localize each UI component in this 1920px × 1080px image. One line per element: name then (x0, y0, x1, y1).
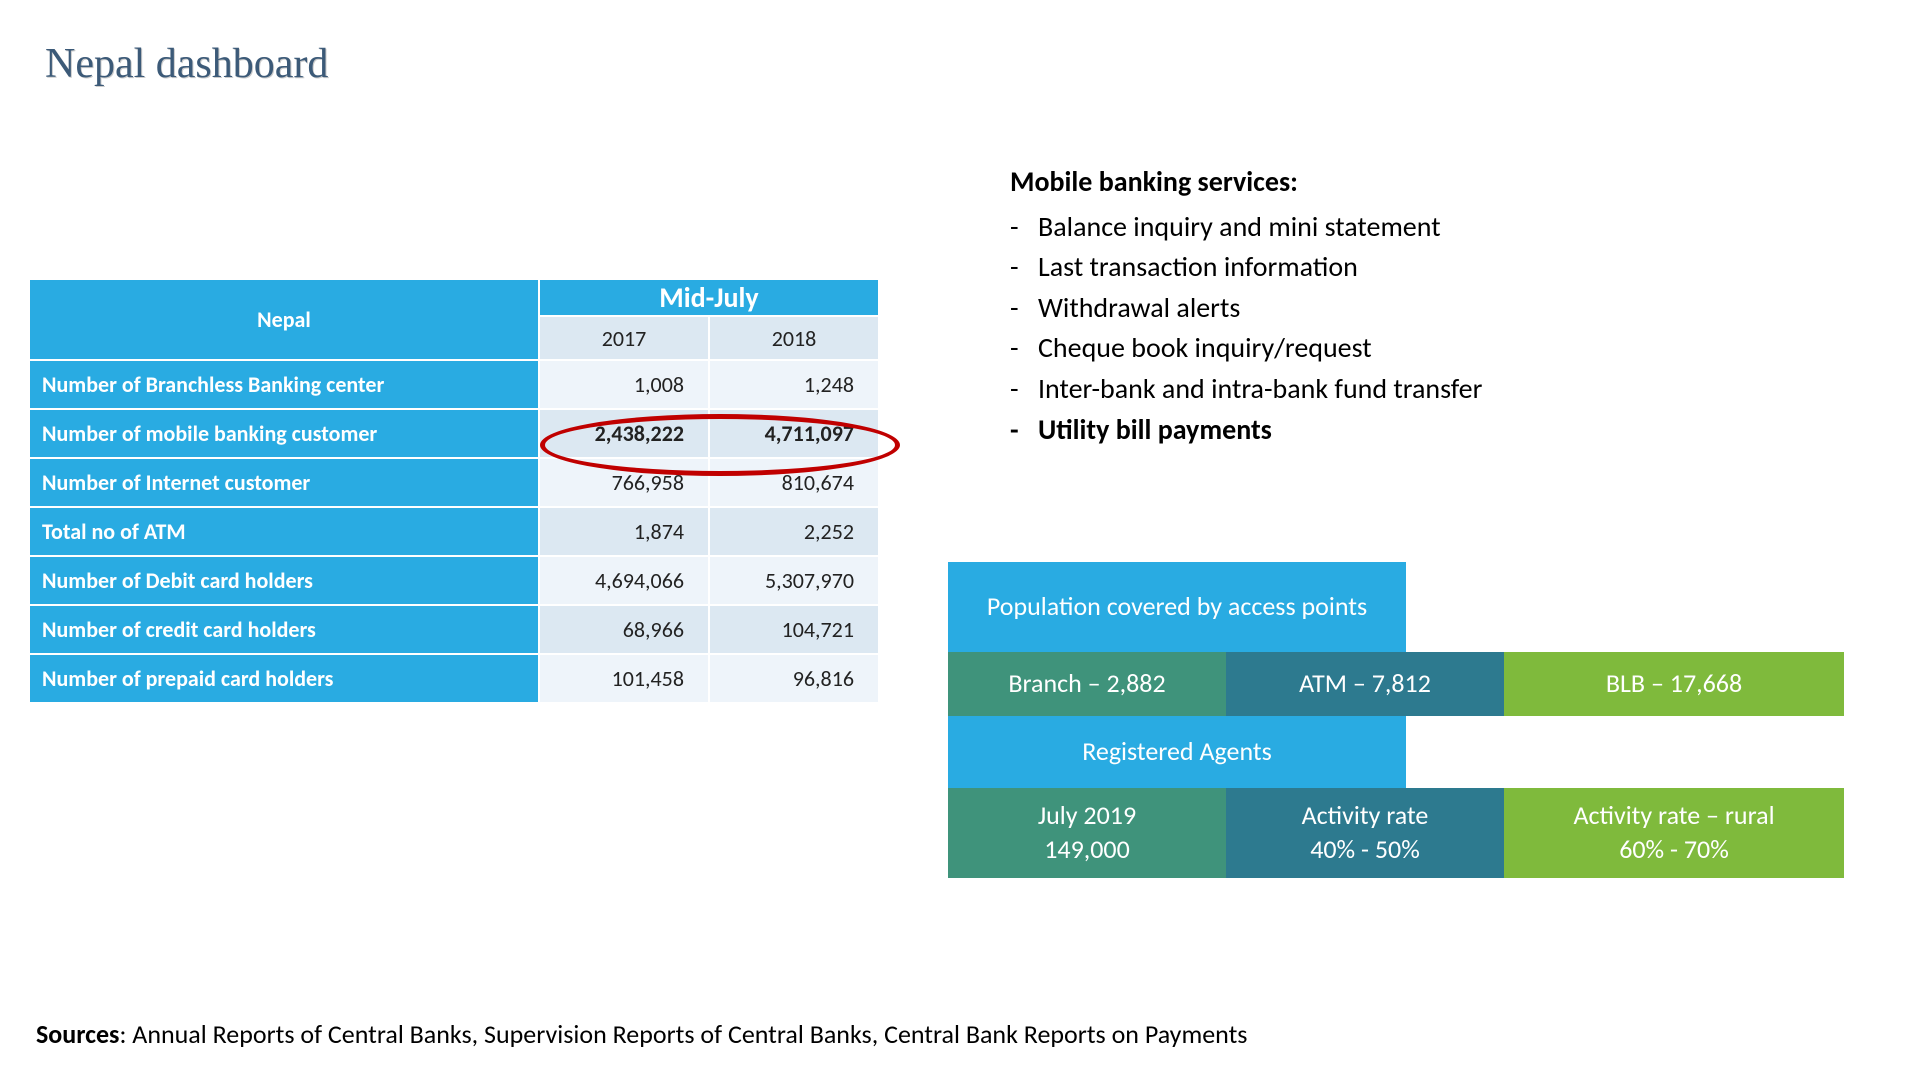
table-row: Number of credit card holders68,966104,7… (29, 605, 879, 654)
cell-value: 2,438,222 (539, 409, 709, 458)
service-item: Cheque book inquiry/request (1038, 328, 1482, 369)
table-row: Number of Internet customer766,958810,67… (29, 458, 879, 507)
row-label: Number of mobile banking customer (29, 409, 539, 458)
service-item: Utility bill payments (1038, 410, 1482, 451)
cell-value: 101,458 (539, 654, 709, 703)
row-label: Number of credit card holders (29, 605, 539, 654)
row-label: Number of Branchless Banking center (29, 360, 539, 409)
service-item: Balance inquiry and mini statement (1038, 207, 1482, 248)
table-period-header: Mid-July (539, 279, 879, 316)
year-col-0: 2017 (539, 316, 709, 360)
cell-value: 1,248 (709, 360, 879, 409)
cell-value: 1,874 (539, 507, 709, 556)
access-cell: Activity rate 40% - 50% (1226, 788, 1504, 878)
cell-value: 766,958 (539, 458, 709, 507)
service-item: Withdrawal alerts (1038, 288, 1482, 329)
access-cell: Branch – 2,882 (948, 652, 1226, 716)
table-corner: Nepal (29, 279, 539, 360)
sources-text: : Annual Reports of Central Banks, Super… (119, 1018, 1247, 1050)
cell-value: 96,816 (709, 654, 879, 703)
sources-line: Sources: Annual Reports of Central Banks… (36, 1018, 1247, 1050)
access-boxes: Population covered by access points Bran… (948, 562, 1844, 878)
access-cell: Activity rate – rural 60% - 70% (1504, 788, 1844, 878)
access-header-population: Population covered by access points (948, 562, 1406, 652)
service-item: Last transaction information (1038, 247, 1482, 288)
service-item: Inter-bank and intra-bank fund transfer (1038, 369, 1482, 410)
cell-value: 810,674 (709, 458, 879, 507)
sources-label: Sources (36, 1018, 119, 1050)
row-label: Total no of ATM (29, 507, 539, 556)
nepal-data-table: Nepal Mid-July 2017 2018 Number of Branc… (28, 278, 880, 704)
table-row: Number of prepaid card holders101,45896,… (29, 654, 879, 703)
services-heading: Mobile banking services: (1010, 162, 1482, 203)
cell-value: 104,721 (709, 605, 879, 654)
cell-value: 68,966 (539, 605, 709, 654)
access-cell: ATM – 7,812 (1226, 652, 1504, 716)
access-cell: July 2019 149,000 (948, 788, 1226, 878)
page-title: Nepal dashboard (45, 40, 328, 88)
cell-value: 4,694,066 (539, 556, 709, 605)
cell-value: 1,008 (539, 360, 709, 409)
row-label: Number of Internet customer (29, 458, 539, 507)
table-row: Number of Branchless Banking center1,008… (29, 360, 879, 409)
cell-value: 5,307,970 (709, 556, 879, 605)
row-label: Number of prepaid card holders (29, 654, 539, 703)
table-row: Total no of ATM1,8742,252 (29, 507, 879, 556)
access-cell: BLB – 17,668 (1504, 652, 1844, 716)
year-col-1: 2018 (709, 316, 879, 360)
table-row: Number of Debit card holders4,694,0665,3… (29, 556, 879, 605)
table-row: Number of mobile banking customer2,438,2… (29, 409, 879, 458)
cell-value: 2,252 (709, 507, 879, 556)
cell-value: 4,711,097 (709, 409, 879, 458)
access-header-agents: Registered Agents (948, 716, 1406, 788)
row-label: Number of Debit card holders (29, 556, 539, 605)
services-list: Mobile banking services: Balance inquiry… (1010, 162, 1482, 450)
